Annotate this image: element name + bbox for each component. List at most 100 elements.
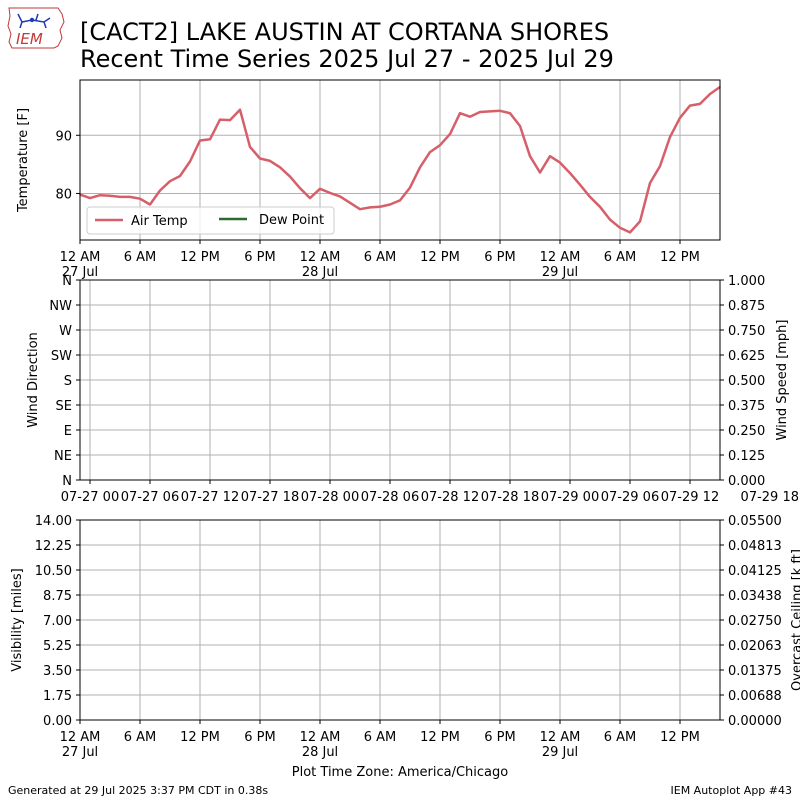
temperature-y-ticks: 80 90: [55, 129, 80, 202]
temperature-x-tick-label: 12 AM: [540, 250, 581, 265]
visibility-x-tick-label: 12 PM: [180, 730, 220, 745]
air-temp-point: [299, 187, 301, 190]
air-temp-point: [609, 218, 611, 221]
air-temp-point: [259, 157, 261, 160]
wind-speed-tick-label: 0.375: [728, 399, 765, 414]
wind-speed-tick-label: 0.250: [728, 424, 765, 439]
temperature-y-tick-label: 80: [55, 187, 72, 202]
visibility-x-tick-label: 6 AM: [604, 730, 637, 745]
air-temp-point: [699, 103, 701, 105]
ceiling-tick-label: 0.05500: [728, 514, 782, 529]
air-temp-point: [369, 206, 371, 209]
temperature-x-tick-label: 12 PM: [180, 250, 220, 265]
air-temp-point: [599, 206, 601, 208]
air-temp-point: [279, 166, 281, 169]
visibility-ticks: 0.00 1.75 3.50 5.25 7.00 8.75 10.50 12.25 14.00: [35, 514, 80, 729]
air-temp-point: [549, 155, 551, 158]
wind-direction-tick-label: W: [59, 324, 72, 339]
air-temp-point: [459, 112, 461, 114]
wind-direction-tick-label: SW: [51, 349, 72, 364]
air-temp-point: [199, 139, 201, 142]
visibility-tick-label: 1.75: [43, 689, 72, 704]
temperature-x-tick-label: 6 AM: [124, 250, 157, 265]
air-temp-point: [439, 144, 441, 146]
air-temp-point: [569, 172, 571, 174]
wind-direction-tick-label: N: [62, 474, 72, 489]
air-temp-point: [419, 166, 421, 169]
air-temp-point: [129, 196, 131, 198]
air-temp-point: [449, 133, 451, 135]
wind-x-tick-label: 07-28 06: [361, 490, 419, 505]
air-temp-point: [519, 125, 521, 127]
wind-x-tick-label: 07-28 18: [481, 490, 539, 505]
air-temp-point: [219, 118, 221, 121]
air-temp-point: [619, 226, 621, 229]
visibility-x-date-label: 29 Jul: [542, 745, 578, 760]
temperature-x-tick-label: 6 PM: [244, 250, 275, 265]
wind-direction-ticks: N NE E SE S SW W NW N: [49, 274, 80, 489]
air-temp-point: [139, 197, 141, 200]
ceiling-tick-label: 0.03438: [728, 589, 782, 604]
visibility-x-tick-label: 6 AM: [124, 730, 157, 745]
wind-x-tick-label: 07-29 06: [601, 490, 659, 505]
air-temp-point: [509, 112, 511, 114]
air-temp-point: [329, 192, 331, 194]
wind-x-tick-label: 07-27 12: [181, 490, 239, 505]
air-temp-point: [249, 146, 251, 148]
visibility-x-tick-label: 12 AM: [60, 730, 101, 745]
air-temp-point: [529, 155, 531, 158]
legend-label-air-temp: Air Temp: [131, 214, 188, 229]
air-temp-point: [89, 197, 91, 199]
visibility-x-tick-label: 12 AM: [540, 730, 581, 745]
wind-x-tick-label: 07-29 00: [541, 490, 599, 505]
ceiling-tick-label: 0.04813: [728, 539, 782, 554]
air-temp-point: [339, 195, 341, 198]
wind-x-tick-label: 07-27 18: [241, 490, 299, 505]
visibility-tick-label: 7.00: [43, 614, 72, 629]
temperature-x-tick-label: 6 AM: [364, 250, 397, 265]
air-temp-point: [629, 231, 631, 234]
air-temp-point: [709, 93, 711, 95]
temperature-x-tick-label: 12 AM: [60, 250, 101, 265]
visibility-x-tick-label: 12 AM: [300, 730, 341, 745]
wind-x-tick-label: 07-27 06: [121, 490, 179, 505]
air-temp-point: [289, 175, 291, 178]
wind-direction-tick-label: E: [64, 424, 72, 439]
ceiling-ticks: 0.00000 0.00688 0.01375 0.02063 0.02750 0.034…: [720, 514, 782, 729]
wind-speed-tick-label: 0.500: [728, 374, 765, 389]
air-temp-point: [379, 206, 381, 208]
air-temp-point: [239, 108, 241, 111]
wind-speed-tick-label: 0.750: [728, 324, 765, 339]
temperature-x-tick-label: 12 PM: [420, 250, 460, 265]
visibility-label: Visibility [miles]: [10, 568, 25, 671]
wind-speed-tick-label: 0.125: [728, 449, 765, 464]
air-temp-point: [319, 188, 321, 190]
air-temp-point: [659, 165, 661, 167]
wind-x-ticks: 07-27 00 07-27 06 07-27 12 07-27 18 07-28 00…: [61, 480, 799, 505]
ceiling-tick-label: 0.02750: [728, 614, 782, 629]
legend-label-dew-point: Dew Point: [259, 213, 324, 228]
wind-direction-label: Wind Direction: [26, 332, 41, 428]
air-temp-point: [309, 197, 311, 199]
air-temp-point: [469, 115, 471, 118]
visibility-x-tick-label: 12 PM: [420, 730, 460, 745]
air-temp-point: [229, 119, 231, 121]
air-temp-point: [499, 110, 501, 112]
iem-logo: IEM: [7, 7, 65, 49]
temperature-x-date-label: 28 Jul: [302, 265, 338, 280]
air-temp-point: [639, 220, 641, 223]
air-temp-point: [589, 196, 591, 198]
visibility-tick-label: 10.50: [35, 564, 72, 579]
temperature-y-label: Temperature [F]: [16, 108, 31, 213]
visibility-tick-label: 3.50: [43, 664, 72, 679]
visibility-x-tick-label: 6 PM: [484, 730, 515, 745]
air-temp-point: [689, 104, 691, 107]
wind-speed-ticks: 0.000 0.125 0.250 0.375 0.500 0.625 0.750 0.875…: [720, 274, 765, 489]
wind-x-tick-label: 07-28 00: [301, 490, 359, 505]
title-line-1: [CACT2] LAKE AUSTIN AT CORTANA SHORES: [80, 18, 609, 46]
air-temp-point: [679, 117, 681, 119]
